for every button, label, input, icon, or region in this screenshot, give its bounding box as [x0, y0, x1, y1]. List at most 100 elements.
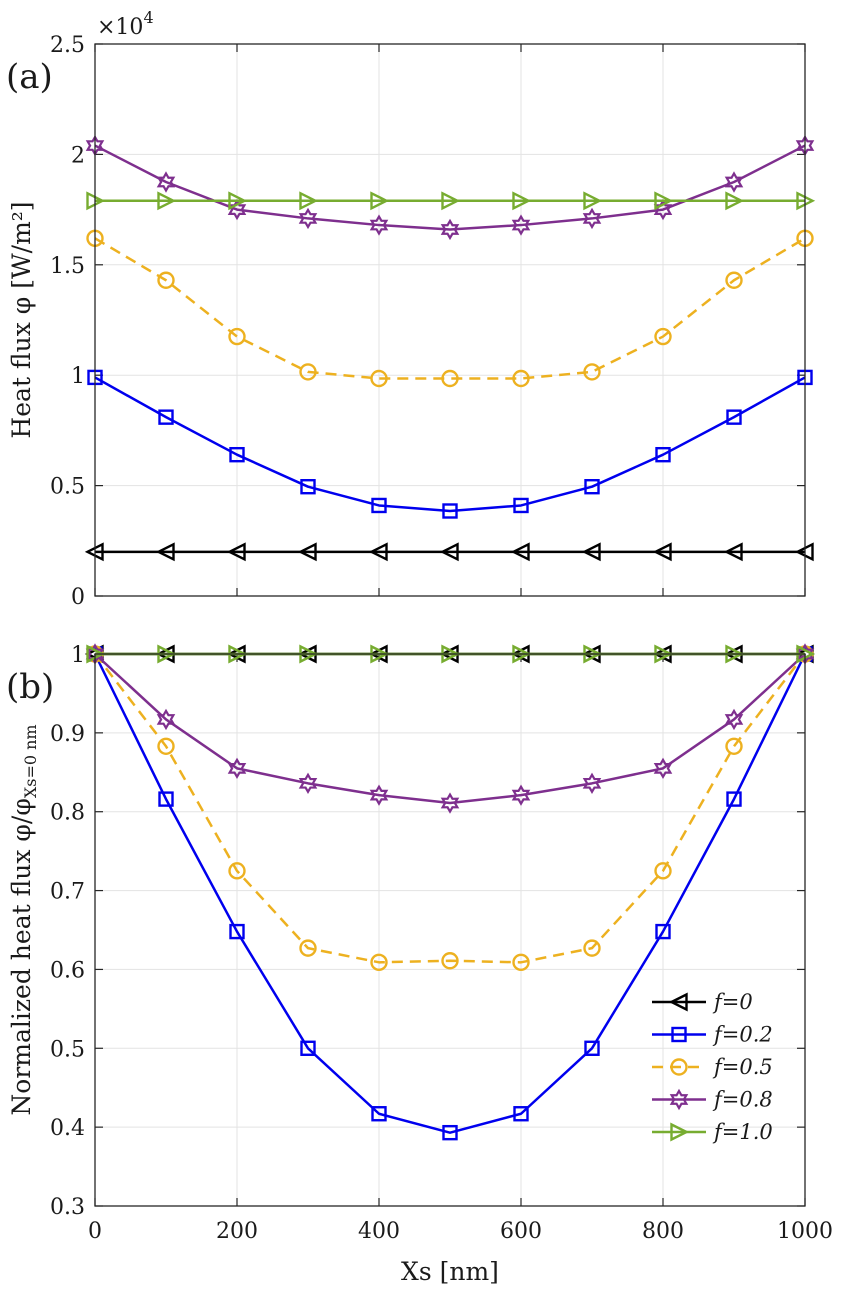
data-point-f-1-0	[441, 191, 461, 211]
plot-area	[95, 654, 805, 1206]
y-tick-label: 0.4	[50, 1116, 85, 1141]
data-point-f-0-8	[156, 708, 176, 731]
data-point-f-0	[510, 542, 530, 562]
legend-marker	[669, 1088, 689, 1111]
y-tick-label: 0.9	[50, 722, 85, 747]
x-tick-label: 400	[358, 1219, 400, 1244]
data-point-f-0	[155, 542, 175, 562]
legend-item-f-1-0: f=1.0	[652, 1120, 773, 1144]
legend-item-f-0-2: f=0.2	[652, 1023, 773, 1047]
data-point-f-0-8	[156, 171, 176, 193]
data-point-f-1-0	[370, 191, 390, 211]
data-point-f-0-2	[655, 446, 671, 463]
series-line-f-0-5	[94, 653, 806, 964]
panel-b: 0 200 400 600 800 1000 0.3 0.4 0.5 0.6 0.7 0.8 0.9 1 (…	[6, 643, 833, 1286]
data-point-f-0-5	[370, 369, 388, 388]
x-axis-label: Xs [nm]	[401, 1257, 499, 1286]
x-tick-label: 200	[216, 1219, 258, 1244]
y-tick-label: 0	[71, 585, 85, 610]
data-point-f-0-8	[653, 757, 673, 780]
data-point-f-0-5	[441, 952, 459, 970]
axes-box	[94, 653, 806, 1207]
data-point-f-0-2	[371, 1106, 387, 1122]
data-point-f-0-8	[724, 171, 744, 193]
data-point-f-0-8	[227, 757, 247, 780]
y-axis-label: Normalized heat flux φ/φXs=0 nm	[7, 724, 40, 1115]
legend-label: f=0	[712, 990, 753, 1014]
data-point-f-0-2	[726, 409, 742, 425]
x-tick-label: 600	[500, 1219, 542, 1244]
grid	[94, 43, 806, 597]
y-tick-label: 1	[71, 643, 85, 668]
data-point-f-0-5	[228, 862, 246, 880]
data-point-f-0-2	[300, 1040, 316, 1056]
data-point-f-0	[723, 542, 743, 562]
data-point-f-0-2	[442, 503, 458, 519]
data-point-f-0-2	[229, 923, 245, 940]
data-point-f-0-8	[298, 207, 318, 230]
legend: f=0 f=0.2 f=0.5 f=0.8 f=1.0	[652, 990, 773, 1144]
legend-marker	[671, 1026, 687, 1043]
data-point-f-0-2	[158, 791, 174, 807]
data-point-f-1-0	[512, 191, 532, 211]
y-tick-label: 0.7	[50, 880, 85, 905]
data-point-f-0-5	[441, 369, 459, 388]
data-point-f-0-5	[299, 939, 317, 957]
legend-label: f=1.0	[712, 1120, 773, 1144]
data-point-f-0-2	[513, 497, 529, 514]
data-point-f-0-2	[442, 1124, 458, 1141]
data-point-f-0	[652, 542, 672, 562]
y-tick-label: 2.5	[50, 33, 85, 58]
y-tick-label: 0.8	[50, 801, 85, 826]
data-point-f-0-5	[157, 271, 175, 289]
x-tick-label: 0	[88, 1219, 102, 1244]
y-tick-label: 0.5	[50, 475, 85, 500]
data-point-f-0-5	[512, 953, 530, 972]
data-point-f-1-0	[157, 191, 177, 211]
y-tick-label: 1.5	[50, 254, 85, 279]
data-point-f-1-0	[583, 191, 603, 211]
data-point-f-0-2	[300, 479, 316, 495]
data-point-f-0-2	[584, 479, 600, 495]
data-point-f-0-8	[369, 784, 389, 806]
y-axis-label-main: Normalized heat flux φ/φ	[7, 798, 36, 1115]
exponent-power: 4	[143, 8, 153, 27]
data-point-f-0-2	[726, 791, 742, 807]
data-point-f-0	[297, 542, 317, 562]
y-tick-label: 1	[71, 364, 85, 389]
data-point-f-0-5	[299, 363, 317, 381]
data-point-f-0-2	[158, 409, 174, 425]
axes-box	[94, 43, 806, 597]
plot-area	[95, 44, 805, 596]
data-point-f-0-5	[725, 271, 743, 289]
data-point-f-0-5	[512, 369, 530, 388]
data-point-f-0-5	[654, 862, 672, 880]
ticks: 0 200 400 600 800 1000 0.3 0.4 0.5 0.6 0.7 0.8 0.9 1	[50, 643, 833, 1244]
data-point-f-0-8	[511, 784, 531, 806]
data-point-f-0	[368, 542, 388, 562]
data-point-f-0-5	[157, 737, 175, 755]
data-point-f-0-5	[583, 939, 601, 957]
series-line-f-0-8	[94, 653, 806, 805]
legend-marker	[670, 1122, 690, 1142]
data-point-f-0-5	[725, 737, 743, 755]
legend-item-f-0-5: f=0.5	[652, 1055, 773, 1079]
legend-item-f-0: f=0	[652, 990, 753, 1014]
ticks: 0 0.5 1 1.5 2 2.5	[50, 33, 806, 610]
data-point-f-0	[581, 542, 601, 562]
panel-label: (a)	[6, 57, 53, 97]
data-point-f-0-2	[655, 923, 671, 940]
data-point-f-0-8	[369, 214, 389, 236]
data-point-f-0-8	[511, 214, 531, 236]
legend-label: f=0.5	[712, 1055, 773, 1079]
data-point-f-1-0	[299, 191, 319, 211]
panel-label: (b)	[6, 667, 54, 707]
data-point-f-0	[439, 542, 459, 562]
data-point-f-0-2	[513, 1106, 529, 1122]
x-tick-label: 1000	[777, 1219, 833, 1244]
data-point-f-0-8	[582, 207, 602, 230]
data-point-f-0-5	[583, 363, 601, 381]
data-point-f-0-5	[370, 953, 388, 972]
y-tick-label: 0.5	[50, 1037, 85, 1062]
